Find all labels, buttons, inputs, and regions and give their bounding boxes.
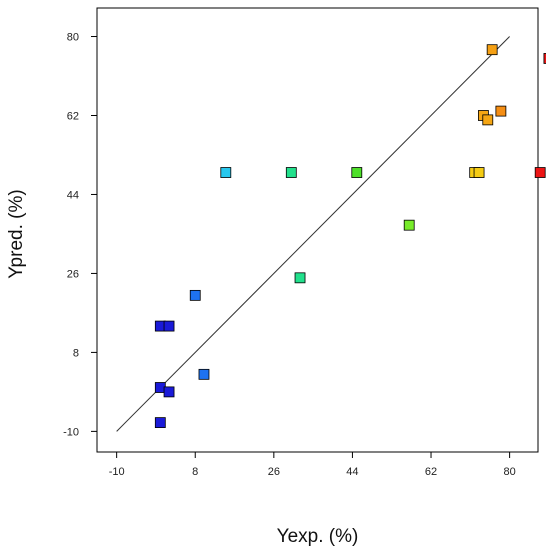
data-point — [294, 272, 306, 284]
data-point — [403, 219, 415, 231]
y-tick-label: 8 — [73, 347, 79, 359]
data-point — [163, 320, 175, 332]
x-tick-label: 62 — [425, 466, 437, 478]
data-point — [534, 167, 546, 178]
y-tick-label: 26 — [67, 268, 79, 280]
x-tick-label: 26 — [268, 466, 280, 478]
y-axis-ticks: -10 8 26 44 62 80 — [63, 32, 97, 438]
plot-frame-rect — [96, 7, 539, 453]
plot-frame — [96, 7, 539, 453]
data-point — [473, 167, 485, 178]
y-tick-label: 44 — [67, 189, 79, 201]
y-tick-label: -10 — [63, 426, 79, 438]
y-tick-label: 80 — [67, 32, 79, 44]
data-point — [154, 417, 166, 429]
y-tick-label: 62 — [67, 110, 79, 122]
data-point — [495, 105, 507, 117]
data-point — [486, 44, 498, 56]
y-axis-title: Ypred. (%) — [6, 189, 27, 278]
data-point — [189, 289, 201, 301]
x-tick-label: 80 — [503, 466, 515, 478]
x-tick-label: 8 — [192, 466, 198, 478]
data-point — [482, 114, 494, 126]
data-point — [351, 167, 363, 178]
data-point — [285, 167, 297, 178]
x-axis-title: Yexp. (%) — [277, 526, 359, 547]
reference-line-group — [116, 36, 510, 432]
scatter-points — [154, 44, 546, 429]
x-tick-label: 44 — [346, 466, 358, 478]
data-point — [163, 386, 175, 398]
data-point — [198, 368, 210, 380]
x-tick-label: -10 — [109, 466, 125, 478]
data-point — [543, 53, 546, 64]
x-axis-ticks: -10 8 26 44 62 80 — [109, 452, 516, 478]
data-point — [220, 167, 232, 178]
reference-line — [116, 36, 510, 432]
